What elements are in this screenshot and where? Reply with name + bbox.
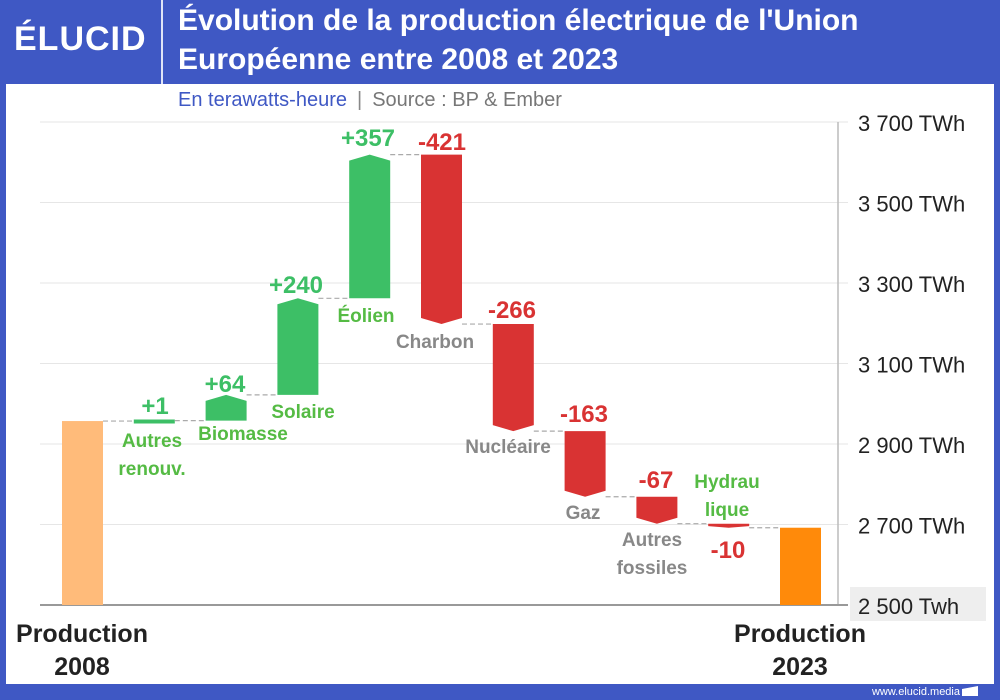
- elucid-logo: ÉLUCID: [14, 20, 147, 58]
- value-label: -163: [560, 401, 608, 428]
- bar-step: [708, 523, 750, 528]
- value-label: +240: [269, 272, 323, 299]
- y-tick-label: 3 500 TWh: [858, 192, 965, 217]
- category-label: Autres: [622, 530, 682, 551]
- category-label: Gaz: [566, 503, 601, 524]
- y-tick-label: 3 300 TWh: [858, 272, 965, 297]
- header-divider: [161, 0, 163, 84]
- bar-production-2008: [62, 421, 103, 605]
- category-label: Biomasse: [198, 424, 288, 445]
- value-label: -10: [711, 537, 746, 564]
- source-label: Source : BP & Ember: [372, 89, 562, 111]
- end-label: Production: [734, 620, 866, 648]
- bar-step: [492, 324, 534, 432]
- value-label: +1: [141, 393, 168, 420]
- value-label: +64: [205, 371, 246, 398]
- bar-step: [349, 154, 391, 299]
- category-label: fossiles: [617, 558, 688, 579]
- y-tick-label: 3 100 TWh: [858, 353, 965, 378]
- y-tick-label: 3 700 TWh: [858, 111, 965, 136]
- separator: |: [356, 89, 363, 111]
- value-label: -67: [639, 467, 674, 494]
- start-label: Production: [16, 620, 148, 648]
- bar-step: [636, 496, 678, 524]
- category-label: Nucléaire: [465, 437, 551, 458]
- category-label: lique: [705, 500, 749, 521]
- start-label: 2008: [54, 653, 110, 681]
- bar-step: [205, 394, 247, 421]
- bar-step: [133, 419, 175, 424]
- y-tick-label: 2 900 TWh: [858, 433, 965, 458]
- footer-url[interactable]: www.elucid.media: [871, 686, 960, 698]
- unit-label: En terawatts-heure: [178, 89, 347, 111]
- y-tick-label: 2 500 Twh: [858, 594, 959, 619]
- y-tick-label: 2 700 TWh: [858, 514, 965, 539]
- value-label: -421: [418, 129, 466, 156]
- bar-step: [277, 298, 319, 395]
- value-label: +357: [341, 125, 395, 152]
- bar-step: [421, 154, 462, 325]
- category-label: Charbon: [396, 332, 474, 353]
- category-label: Solaire: [271, 402, 334, 423]
- tick-highlight: [850, 587, 986, 621]
- value-label: -266: [488, 297, 536, 324]
- bar-step: [564, 431, 606, 497]
- category-label: Éolien: [337, 305, 394, 327]
- category-label: Hydrau: [694, 472, 759, 493]
- elucid-mark-icon: [962, 686, 978, 696]
- chart-title-line2: Européenne entre 2008 et 2023: [178, 43, 619, 76]
- subtitle: En terawatts-heure | Source : BP & Ember: [178, 89, 562, 112]
- category-label: Autres: [122, 431, 182, 452]
- end-label: 2023: [772, 653, 828, 681]
- chart-title-line1: Évolution de la production électrique de…: [178, 4, 859, 37]
- category-label: renouv.: [118, 459, 185, 480]
- bar-production-2023: [780, 527, 821, 605]
- header: ÉLUCID Évolution de la production électr…: [0, 0, 1000, 84]
